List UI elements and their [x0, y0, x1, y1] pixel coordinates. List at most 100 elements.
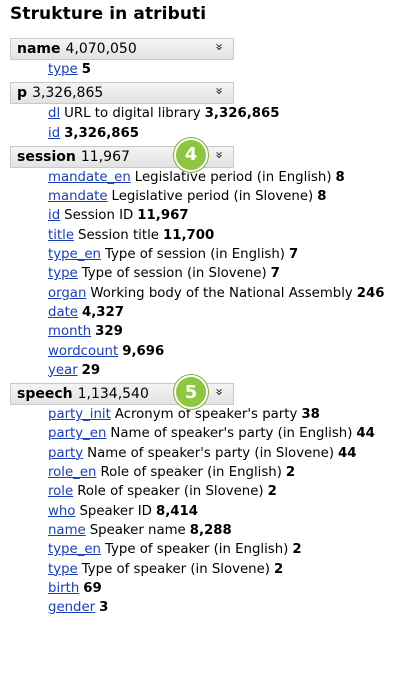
- structure-header-p[interactable]: p 3,326,865 «: [10, 82, 234, 105]
- attribute-count: 9,696: [122, 343, 165, 359]
- attribute-item: organ Working body of the National Assemb…: [48, 284, 419, 303]
- attribute-description: Legislative period (in English): [134, 169, 332, 185]
- structure-header-session[interactable]: session 11,967 4 «: [10, 137, 234, 172]
- attribute-count: 5: [81, 62, 91, 77]
- attribute-description: URL to digital library: [64, 106, 201, 122]
- attribute-link-year[interactable]: year: [48, 362, 78, 378]
- attribute-item: party_init Acronym of speaker's party 38: [48, 405, 419, 424]
- attribute-description: Name of speaker's party (in English): [110, 426, 353, 442]
- attribute-description: Session title: [78, 227, 159, 243]
- attribute-item: year 29: [48, 361, 419, 380]
- attribute-link-type_en[interactable]: type_en: [48, 247, 101, 263]
- attribute-count: 44: [356, 426, 375, 442]
- attribute-link-who[interactable]: who: [48, 503, 76, 519]
- attribute-link-party_init[interactable]: party_init: [48, 407, 111, 423]
- attribute-link-wordcount[interactable]: wordcount: [48, 343, 119, 359]
- attribute-item: id Session ID 11,967: [48, 206, 419, 225]
- step-badge: 5: [174, 375, 208, 410]
- attribute-count: 2: [285, 465, 296, 481]
- page-title: Strukture in atributi: [10, 4, 207, 24]
- attribute-description: Session ID: [64, 208, 134, 224]
- attribute-link-type[interactable]: type: [48, 561, 78, 577]
- attribute-link-organ[interactable]: organ: [48, 285, 87, 301]
- attribute-description: Type of session (in Slovene): [81, 266, 267, 282]
- attribute-list-name: type 5: [10, 60, 419, 79]
- structure-name: speech: [17, 386, 73, 403]
- double-chevron-down-icon[interactable]: «: [212, 150, 228, 159]
- attribute-link-title[interactable]: title: [48, 227, 74, 243]
- structure-header-name[interactable]: name 4,070,050 «: [10, 38, 234, 60]
- attribute-item: role Role of speaker (in Slovene) 2: [48, 482, 419, 501]
- double-chevron-down-icon[interactable]: «: [212, 388, 228, 397]
- attribute-item: party_en Name of speaker's party (in Engl…: [48, 424, 419, 443]
- attribute-count: 2: [267, 484, 277, 500]
- attribute-link-role_en[interactable]: role_en: [48, 465, 97, 481]
- attribute-link-type[interactable]: type: [48, 62, 78, 77]
- structure-count: 3,326,865: [32, 85, 104, 102]
- structure-name: session: [17, 148, 76, 165]
- attribute-description: Legislative period (in Slovene): [111, 189, 314, 205]
- structure-header-speech[interactable]: speech 1,134,540 5 «: [10, 375, 234, 410]
- attribute-link-id[interactable]: id: [48, 125, 61, 141]
- attribute-item: wordcount 9,696: [48, 342, 419, 361]
- attribute-link-role[interactable]: role: [48, 484, 74, 500]
- structure-count: 11,967: [80, 148, 130, 165]
- attribute-item: party Name of speaker's party (in Slovene…: [48, 444, 419, 463]
- structure-name: name: [17, 41, 61, 57]
- structure-count: 4,070,050: [65, 41, 137, 57]
- attribute-item: id 3,326,865: [48, 124, 419, 143]
- structure-list: name 4,070,050 «type 5 p 3,326,865 «dl URL to d…: [10, 38, 419, 617]
- double-chevron-down-icon[interactable]: «: [212, 43, 228, 51]
- attribute-link-mandate[interactable]: mandate: [48, 189, 108, 205]
- attribute-count: 69: [83, 580, 102, 596]
- attribute-description: Name of speaker's party (in Slovene): [87, 445, 335, 461]
- attribute-count: 3,326,865: [64, 125, 140, 141]
- attribute-count: 29: [81, 362, 101, 378]
- attribute-description: Type of speaker (in Slovene): [81, 561, 270, 577]
- attribute-count: 38: [301, 407, 320, 423]
- attribute-link-date[interactable]: date: [48, 304, 78, 320]
- attribute-list-session: mandate_en Legislative period (in English…: [10, 168, 419, 380]
- attribute-description: Type of speaker (in English): [104, 542, 289, 558]
- attribute-description: Role of speaker (in English): [100, 465, 282, 481]
- attribute-link-party_en[interactable]: party_en: [48, 426, 107, 442]
- attribute-count: 7: [288, 247, 299, 263]
- attribute-link-name[interactable]: name: [48, 522, 86, 538]
- attribute-count: 2: [292, 542, 302, 558]
- attribute-link-birth[interactable]: birth: [48, 580, 80, 596]
- attribute-link-type_en[interactable]: type_en: [48, 542, 101, 558]
- attribute-item: role_en Role of speaker (in English) 2: [48, 463, 419, 482]
- attribute-count: 246: [356, 285, 385, 301]
- attribute-description: Type of session (in English): [104, 247, 285, 263]
- attribute-count: 3,326,865: [204, 106, 280, 122]
- attribute-description: Working body of the National Assembly: [90, 285, 353, 301]
- attribute-description: Acronym of speaker's party: [114, 407, 298, 423]
- attribute-item: title Session title 11,700: [48, 226, 419, 245]
- attribute-count: 8: [335, 169, 345, 185]
- attribute-item: date 4,327: [48, 303, 419, 322]
- attribute-link-id[interactable]: id: [48, 208, 61, 224]
- attribute-item: type_en Type of speaker (in English) 2: [48, 540, 419, 559]
- double-chevron-down-icon[interactable]: «: [212, 87, 228, 96]
- attribute-item: dl URL to digital library 3,326,865: [48, 104, 419, 123]
- structure-name: p: [17, 85, 28, 102]
- attribute-count: 329: [95, 324, 123, 340]
- attribute-link-month[interactable]: month: [48, 324, 92, 340]
- step-badge: 4: [174, 137, 208, 172]
- attribute-item: gender 3: [48, 598, 419, 617]
- attribute-link-party[interactable]: party: [48, 445, 84, 461]
- attribute-link-mandate_en[interactable]: mandate_en: [48, 169, 131, 185]
- attribute-link-dl[interactable]: dl: [48, 106, 61, 122]
- attribute-count: 11,700: [162, 227, 215, 243]
- attribute-item: type_en Type of session (in English) 7: [48, 245, 419, 264]
- attribute-item: name Speaker name 8,288: [48, 521, 419, 540]
- attribute-item: type 5: [48, 60, 419, 79]
- attribute-description: Role of speaker (in Slovene): [77, 484, 264, 500]
- attribute-count: 8,288: [189, 522, 232, 538]
- attribute-item: type Type of speaker (in Slovene) 2: [48, 560, 419, 579]
- attribute-link-type[interactable]: type: [48, 266, 78, 282]
- attribute-item: month 329: [48, 322, 419, 341]
- attribute-count: 7: [270, 266, 280, 282]
- attribute-description: Speaker ID: [79, 503, 152, 519]
- attribute-link-gender[interactable]: gender: [48, 600, 96, 616]
